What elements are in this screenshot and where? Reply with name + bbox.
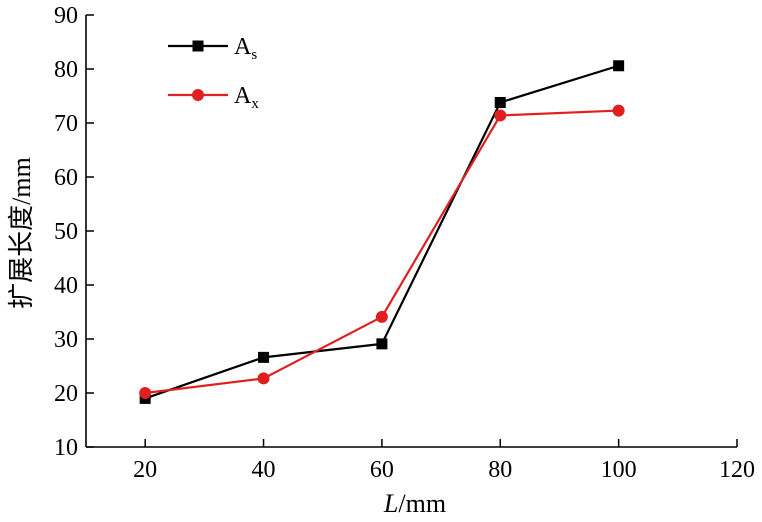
legend-as-label-main: A bbox=[234, 34, 252, 60]
series-ax-point bbox=[139, 387, 152, 399]
x-ticks: 20 40 60 80 100 120 bbox=[133, 439, 755, 483]
series-as-point bbox=[258, 351, 270, 363]
x-axis-title: L/mm bbox=[383, 489, 446, 518]
y-tick-label: 40 bbox=[54, 273, 78, 299]
x-tick-label: 120 bbox=[719, 457, 755, 483]
series-ax-point bbox=[612, 104, 625, 117]
y-tick-label: 70 bbox=[54, 111, 78, 137]
y-tick-label: 80 bbox=[54, 57, 78, 83]
x-axis-title-italic: L bbox=[383, 489, 398, 518]
legend-as-label: As bbox=[234, 34, 257, 63]
legend-as-label-sub: s bbox=[251, 47, 257, 63]
series-layer bbox=[139, 60, 625, 404]
series-as-point bbox=[376, 338, 388, 350]
x-axis-title-unit: /mm bbox=[398, 489, 446, 518]
y-ticks: 10 20 30 40 50 60 70 80 90 bbox=[54, 3, 94, 461]
x-tick-label: 100 bbox=[601, 457, 637, 483]
legend-as-marker bbox=[192, 40, 204, 52]
x-tick-label: 40 bbox=[252, 457, 276, 483]
legend-ax-label: Ax bbox=[234, 83, 259, 112]
series-ax-point bbox=[257, 372, 270, 385]
x-tick-label: 80 bbox=[488, 457, 512, 483]
legend-ax-label-main: A bbox=[234, 83, 252, 109]
series-ax-line bbox=[145, 109, 619, 395]
y-tick-label: 10 bbox=[54, 435, 78, 461]
y-tick-label: 20 bbox=[54, 381, 78, 407]
series-as-point bbox=[494, 96, 506, 108]
x-tick-label: 60 bbox=[370, 457, 394, 483]
y-tick-label: 60 bbox=[54, 165, 78, 191]
legend-ax-marker bbox=[192, 89, 204, 101]
axes bbox=[85, 15, 737, 448]
legend-ax-label-sub: x bbox=[251, 96, 259, 112]
y-tick-label: 50 bbox=[54, 219, 78, 245]
y-tick-label: 90 bbox=[54, 3, 78, 29]
y-tick-label: 30 bbox=[54, 327, 78, 353]
y-axis-title: 扩展长度/mm bbox=[7, 157, 36, 309]
series-ax-point bbox=[375, 310, 388, 323]
series-ax-point bbox=[494, 109, 507, 122]
series-as-point bbox=[613, 60, 625, 72]
x-tick-label: 20 bbox=[133, 457, 157, 483]
